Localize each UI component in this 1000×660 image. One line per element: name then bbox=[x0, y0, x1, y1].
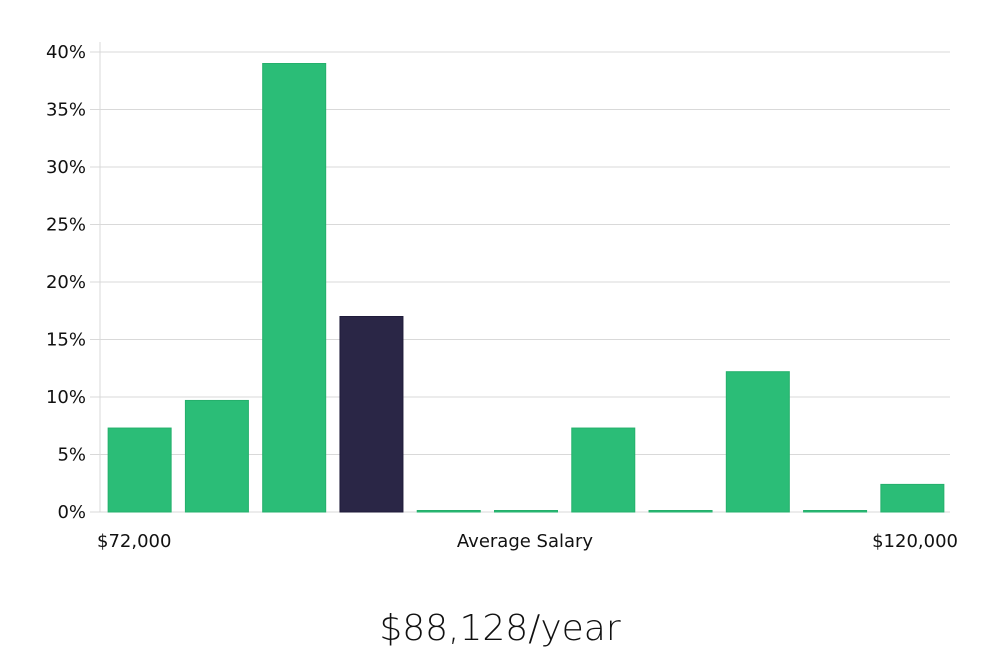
salary-histogram-chart: 0% 5% 10% 15% 20% 25% 30% 35% 40% $72,000 Averag… bbox=[46, 42, 958, 552]
y-tick-label: 5% bbox=[57, 445, 86, 466]
bar bbox=[725, 371, 790, 513]
bar bbox=[571, 427, 636, 513]
y-tick-label: 0% bbox=[57, 502, 86, 523]
average-salary-value: $88,128/year bbox=[379, 608, 621, 649]
bar bbox=[803, 510, 868, 513]
bar bbox=[880, 483, 945, 513]
bar-highlighted bbox=[339, 316, 404, 513]
bar bbox=[107, 427, 172, 513]
y-tick-label: 25% bbox=[46, 215, 86, 236]
y-tick-label: 10% bbox=[46, 387, 86, 408]
x-axis-title: Average Salary bbox=[457, 531, 594, 552]
bar bbox=[494, 510, 558, 513]
y-tick-label: 30% bbox=[46, 157, 86, 178]
y-axis-ticks: 0% 5% 10% 15% 20% 25% 30% 35% 40% bbox=[46, 42, 86, 523]
bar bbox=[416, 510, 481, 513]
bars bbox=[107, 63, 945, 513]
y-tick-label: 20% bbox=[46, 272, 86, 293]
bar bbox=[262, 63, 327, 513]
x-axis-min-label: $72,000 bbox=[97, 531, 171, 552]
y-tick-label: 35% bbox=[46, 100, 86, 121]
bar bbox=[648, 510, 713, 513]
y-tick-label: 15% bbox=[46, 330, 86, 351]
y-tick-label: 40% bbox=[46, 42, 86, 63]
bar bbox=[184, 399, 249, 513]
x-axis-max-label: $120,000 bbox=[872, 531, 958, 552]
